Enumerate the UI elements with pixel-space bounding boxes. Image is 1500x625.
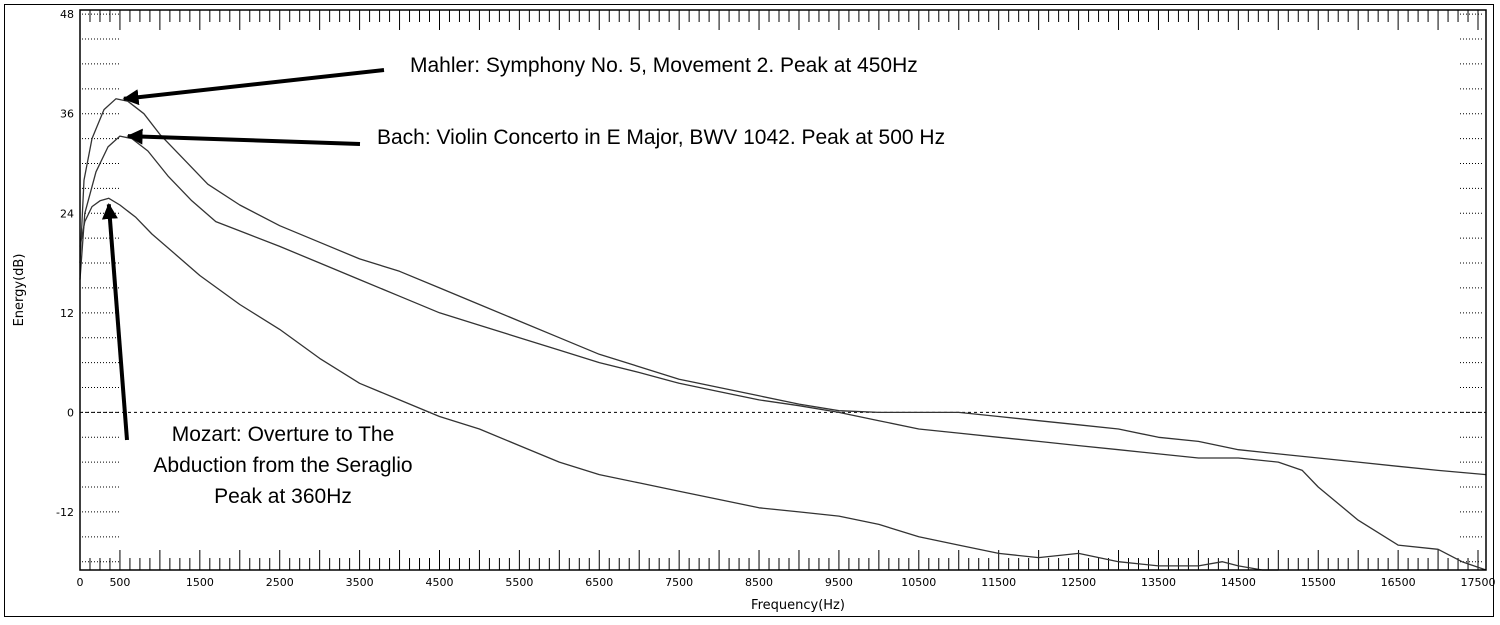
x-tick-label: 2500	[266, 576, 294, 589]
series-line-3	[79, 197, 1279, 571]
y-tick-label: 48	[60, 8, 74, 21]
plot-area-border	[79, 9, 1487, 571]
series-lines	[79, 98, 1487, 571]
x-tick-label: 5500	[505, 576, 533, 589]
x-tick-label: 4500	[425, 576, 453, 589]
x-tick-label: 17500	[1461, 576, 1496, 589]
annotation-bach: Bach: Violin Concerto in E Major, BWV 10…	[377, 126, 945, 149]
chart-frame	[4, 4, 1494, 617]
x-tick-label: 9500	[825, 576, 853, 589]
y-tick-label: 24	[60, 207, 74, 220]
x-axis-title: Frequency(Hz)	[751, 598, 845, 613]
series-line-2	[79, 135, 1487, 571]
annotation-arrow-bach	[126, 128, 361, 146]
annotation-mozart-line-1: Mozart: Overture to The	[172, 423, 395, 446]
annotation-mozart-line-3: Peak at 360Hz	[214, 485, 352, 508]
annotation-mahler: Mahler: Symphony No. 5, Movement 2. Peak…	[410, 54, 918, 77]
series-line-1	[79, 98, 1487, 476]
y-tick-label: -12	[56, 506, 74, 519]
x-tick-label: 11500	[981, 576, 1016, 589]
x-tick-label: 13500	[1141, 576, 1176, 589]
x-tick-label: 14500	[1221, 576, 1256, 589]
x-tick-label: 10500	[901, 576, 936, 589]
y-tick-label: 36	[60, 108, 74, 121]
annotations: Mahler: Symphony No. 5, Movement 2. Peak…	[101, 54, 945, 508]
x-tick-label: 7500	[665, 576, 693, 589]
x-tick-label: 0	[77, 576, 84, 589]
y-tick-label: 0	[67, 406, 74, 419]
x-tick-label: 1500	[186, 576, 214, 589]
annotation-mozart-line-2: Abduction from the Seraglio	[153, 454, 412, 477]
x-tick-label: 12500	[1061, 576, 1096, 589]
grid-lines	[82, 13, 1484, 563]
x-tick-label: 3500	[346, 576, 374, 589]
x-tick-label: 500	[109, 576, 130, 589]
annotation-arrow-mozart	[101, 202, 129, 441]
y-axis-title: Energy(dB)	[12, 254, 27, 327]
x-tick-label: 8500	[745, 576, 773, 589]
y-tick-label: 12	[60, 307, 74, 320]
x-tick-label: 16500	[1381, 576, 1416, 589]
x-tick-label: 15500	[1301, 576, 1336, 589]
tick-marks	[79, 10, 1479, 570]
x-tick-labels: 0 500 1500 2500 3500 4500 5500 6500 7500 8500 9500…	[77, 576, 1496, 589]
y-tick-labels: 48 36 24 12 0 -12	[56, 8, 74, 519]
annotation-arrow-mahler	[122, 68, 385, 106]
x-tick-label: 6500	[585, 576, 613, 589]
